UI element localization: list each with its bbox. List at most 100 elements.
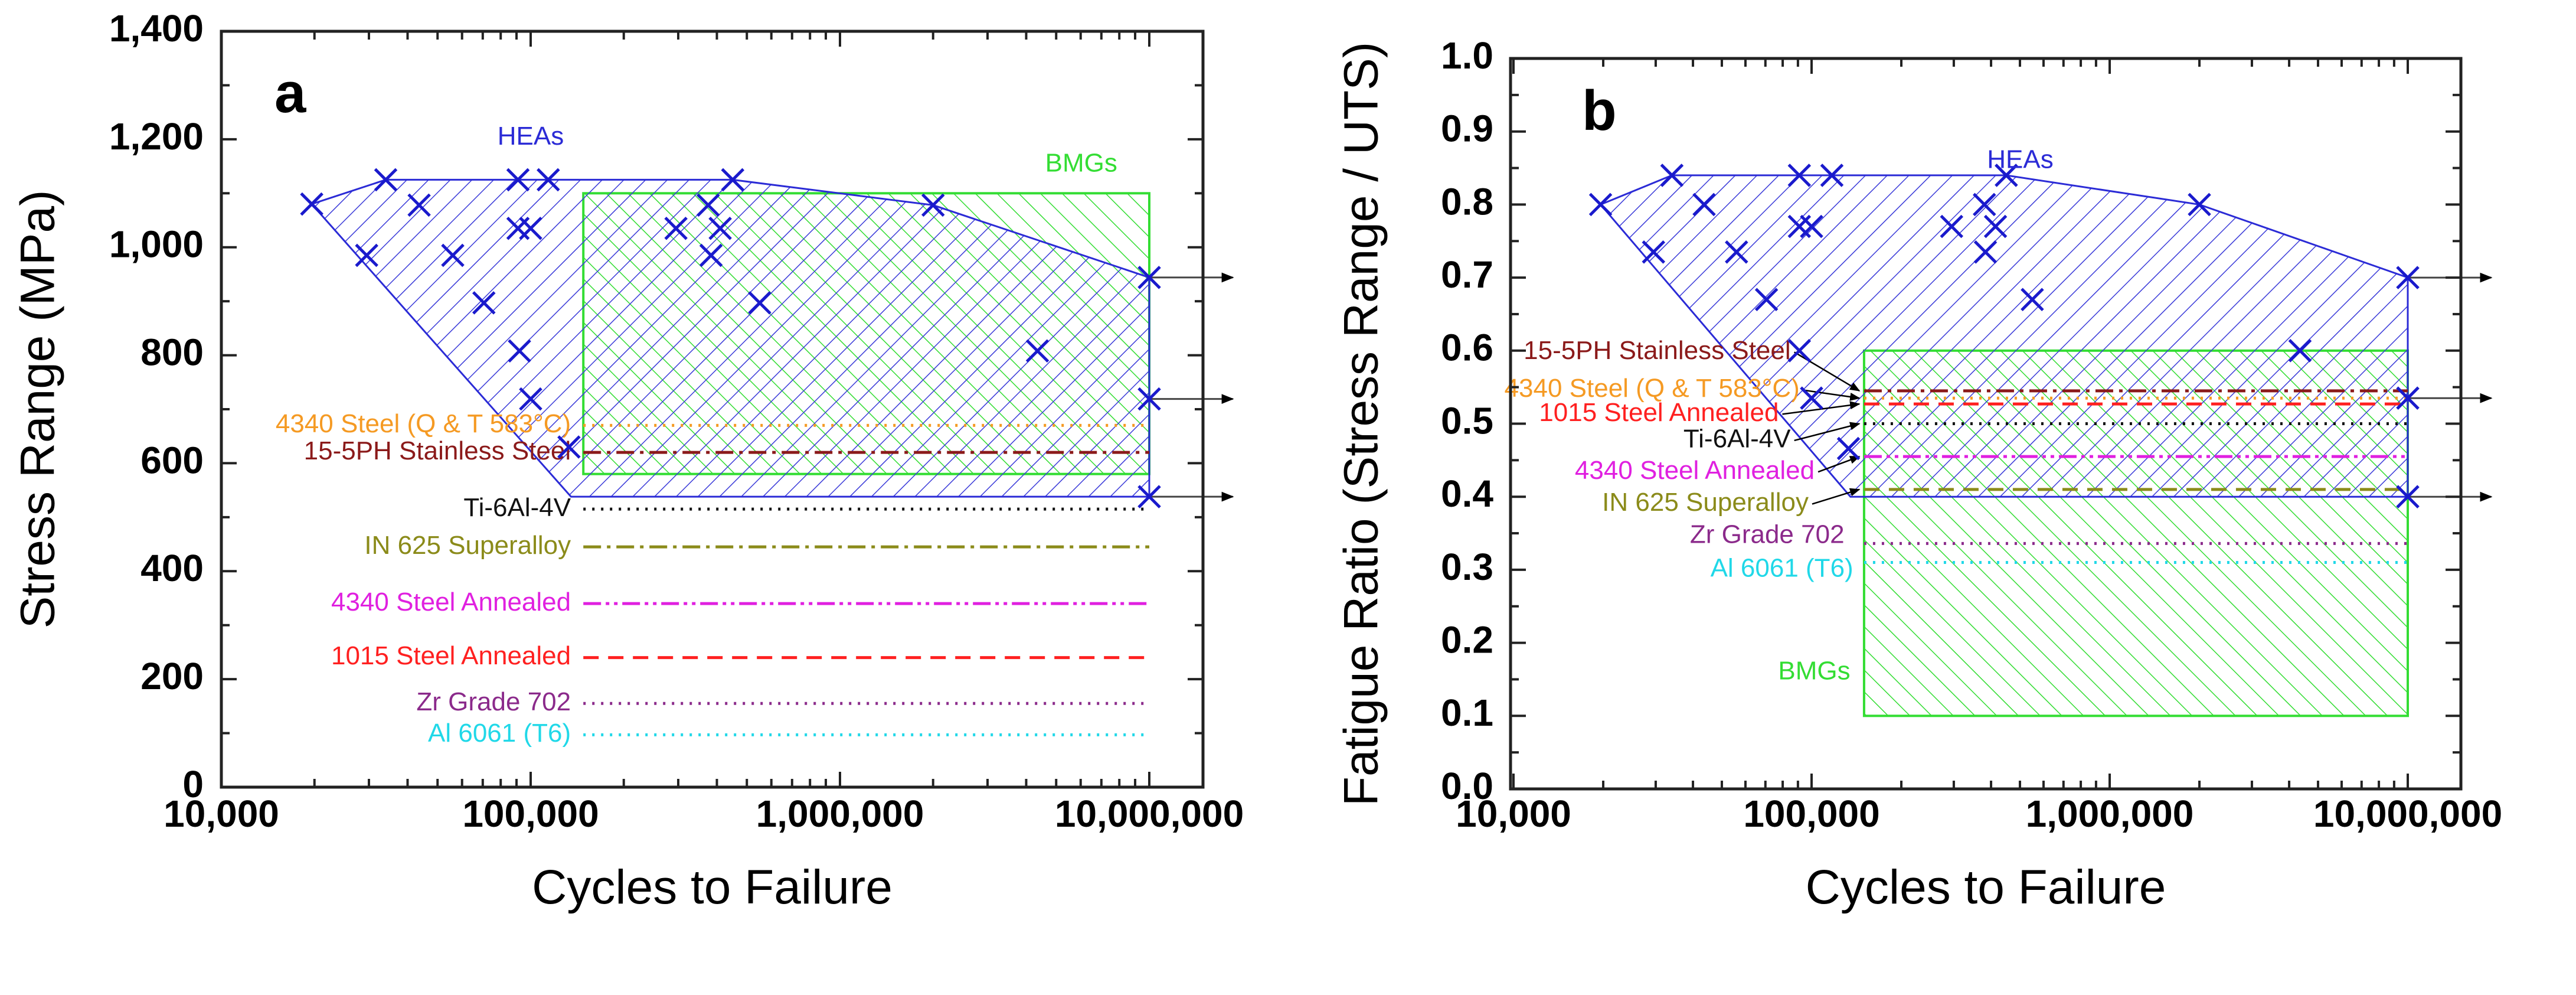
reference-line-label: Zr Grade 702 <box>416 687 571 716</box>
hea-region <box>1599 174 2409 498</box>
panel-letter: a <box>274 61 306 125</box>
hea-data-point <box>1973 193 1996 217</box>
reference-line-label: Al 6061 (T6) <box>1711 554 1853 583</box>
y-tick-label: 0.3 <box>1441 546 1493 588</box>
reference-line-label: Ti-6Al-4V <box>463 493 571 522</box>
y-tick-label: 0.1 <box>1441 691 1493 734</box>
hea-data-point <box>519 216 542 240</box>
reference-line-label: Al 6061 (T6) <box>428 719 571 748</box>
y-tick-label: 1,000 <box>109 223 204 266</box>
hea-data-point <box>748 291 772 315</box>
hea-data-point <box>2021 288 2044 311</box>
hea-data-point <box>441 243 465 267</box>
hea-data-point <box>374 168 398 192</box>
hea-data-point <box>1025 339 1050 363</box>
reference-line-label: Ti-6Al-4V <box>1683 425 1791 454</box>
y-tick-label: 1,400 <box>109 7 204 50</box>
reference-line-label: Zr Grade 702 <box>1690 520 1845 549</box>
hea-data-point <box>2288 339 2312 363</box>
hea-data-point <box>1660 164 1684 187</box>
x-tick-label: 10,000,000 <box>2313 792 2502 835</box>
hea-data-point <box>2396 386 2420 410</box>
hea-data-point <box>921 193 945 217</box>
hea-data-point <box>1820 164 1844 187</box>
hea-data-point <box>1800 214 1823 239</box>
hea-data-point <box>664 216 688 240</box>
hea-data-point <box>2396 266 2420 289</box>
reference-line-label: 1015 Steel Annealed <box>1539 398 1779 427</box>
hea-data-point <box>708 216 732 240</box>
y-axis-title: Fatigue Ratio (Stress Range / UTS) <box>1335 42 1388 806</box>
bmg-label: BMGs <box>1045 149 1117 178</box>
hea-data-point <box>472 291 496 315</box>
hea-label: HEAs <box>1987 145 2053 174</box>
hea-data-point <box>300 192 323 216</box>
hea-data-point <box>537 168 560 192</box>
y-tick-label: 800 <box>140 331 204 373</box>
hea-region <box>310 178 1150 498</box>
x-axis-title: Cycles to Failure <box>532 860 893 914</box>
reference-line-label: 1015 Steel Annealed <box>331 641 571 670</box>
hea-data-point <box>557 435 581 459</box>
hea-data-point <box>1642 240 1666 264</box>
hea-data-point <box>1940 214 1964 239</box>
reference-line-label: 4340 Steel (Q & T 583°C) <box>276 409 571 438</box>
hea-data-point <box>1787 339 1812 363</box>
reference-line-label: IN 625 Superalloy <box>364 531 571 560</box>
x-tick-label: 10,000 <box>164 792 279 835</box>
hea-data-point <box>1725 240 1748 264</box>
panel-a-stress-range-chart: 4340 Steel (Q & T 583°C)15-5PH Stainless… <box>11 7 1244 914</box>
hea-data-point <box>1137 266 1161 289</box>
hea-data-point <box>1787 164 1812 187</box>
hea-data-point <box>519 387 542 411</box>
hea-data-point <box>508 339 531 363</box>
reference-line-label: 15-5PH Stainless Steel <box>304 436 571 465</box>
y-tick-label: 1.0 <box>1441 34 1493 77</box>
y-tick-label: 0 <box>182 763 204 805</box>
reference-line-label: 4340 Steel Annealed <box>1575 456 1815 485</box>
hea-data-point <box>407 193 431 217</box>
label-arrow <box>1812 488 1861 505</box>
reference-line-label: 4340 Steel Annealed <box>331 588 571 616</box>
x-tick-label: 1,000,000 <box>756 792 924 835</box>
x-axis-title: Cycles to Failure <box>1806 860 2166 914</box>
hea-data-point <box>1973 240 1998 264</box>
label-arrow <box>1817 455 1861 473</box>
hea-data-point <box>506 168 530 192</box>
hea-data-point <box>355 243 378 267</box>
y-tick-label: 0.0 <box>1441 765 1493 807</box>
y-tick-label: 0.4 <box>1441 472 1493 515</box>
x-tick-label: 10,000 <box>1456 792 1571 835</box>
hea-data-point <box>1754 288 1779 311</box>
hea-data-point <box>1692 193 1716 217</box>
y-tick-label: 0.5 <box>1441 399 1493 442</box>
hea-data-point <box>1137 387 1161 411</box>
hea-data-point <box>1137 485 1161 508</box>
y-axis-title: Stress Range (MPa) <box>11 190 65 629</box>
hea-data-point <box>1800 386 1823 410</box>
panel-letter: b <box>1582 79 1617 142</box>
y-tick-label: 0.2 <box>1441 619 1493 661</box>
hea-data-point <box>697 193 720 217</box>
x-tick-label: 100,000 <box>1743 792 1879 835</box>
hea-data-point <box>1995 164 2018 187</box>
y-tick-label: 1,200 <box>109 115 204 158</box>
label-arrow <box>1794 422 1861 442</box>
y-tick-label: 0.7 <box>1441 253 1493 296</box>
bmg-label: BMGs <box>1778 656 1850 685</box>
label-arrow <box>1794 351 1861 392</box>
hea-data-point <box>1588 193 1613 217</box>
hea-data-point <box>1983 214 2008 239</box>
y-tick-label: 200 <box>140 655 204 697</box>
x-tick-label: 1,000,000 <box>2026 792 2194 835</box>
y-tick-label: 0.8 <box>1441 180 1493 223</box>
reference-line-label: IN 625 Superalloy <box>1602 488 1809 517</box>
y-tick-label: 0.9 <box>1441 107 1493 150</box>
hea-data-point <box>2188 193 2211 217</box>
y-tick-label: 0.6 <box>1441 327 1493 369</box>
hea-label: HEAs <box>498 122 564 151</box>
hea-data-point <box>721 168 745 192</box>
y-tick-label: 400 <box>140 547 204 589</box>
x-tick-label: 100,000 <box>462 792 599 835</box>
